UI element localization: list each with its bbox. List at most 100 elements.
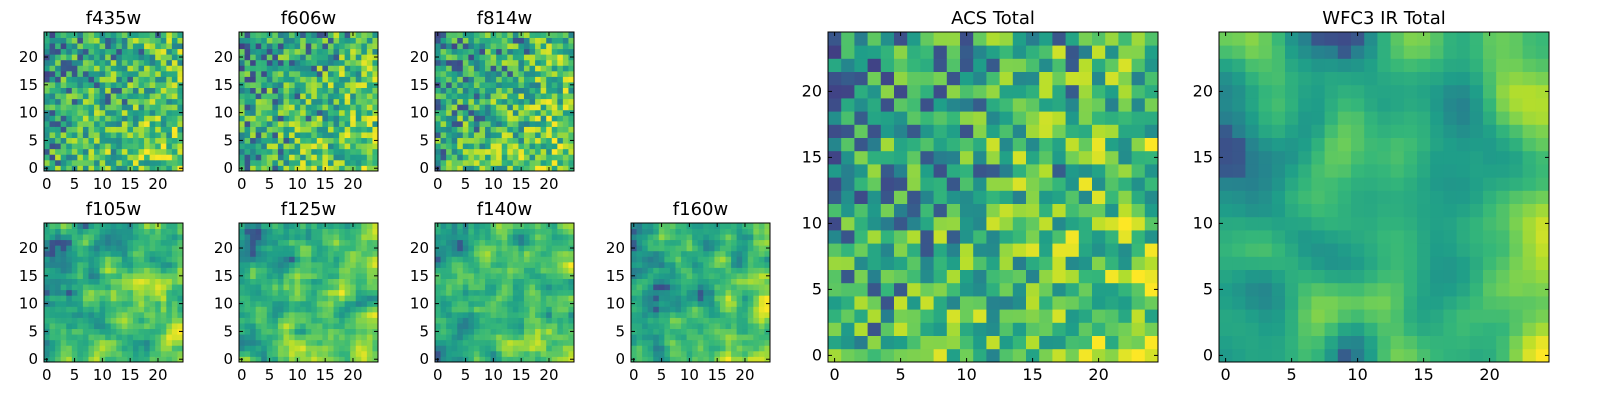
heatmap-cell: [697, 278, 704, 285]
heatmap-cell: [311, 32, 318, 38]
heatmap-cell: [747, 300, 754, 307]
heatmap-cell: [116, 328, 123, 335]
heatmap-cell: [714, 278, 721, 285]
heatmap-cell: [60, 132, 67, 139]
heatmap-cell: [71, 159, 78, 166]
heatmap-cell: [747, 273, 754, 279]
heatmap-cell: [653, 323, 660, 330]
heatmap-cell: [261, 261, 268, 268]
heatmap-cell: [462, 234, 469, 241]
heatmap-cell: [736, 295, 743, 302]
y-tick-label: 0: [419, 350, 429, 368]
heatmap-cell: [266, 137, 273, 144]
heatmap-cell: [535, 143, 542, 150]
heatmap-cell: [250, 356, 257, 363]
heatmap-cell: [457, 37, 464, 44]
heatmap-cell: [166, 323, 173, 330]
heatmap-cell: [653, 245, 660, 252]
heatmap-cell: [177, 334, 184, 341]
heatmap-cell: [440, 148, 447, 155]
heatmap-cell: [110, 154, 117, 161]
heatmap-cell: [1026, 177, 1040, 191]
heatmap-cell: [507, 228, 514, 235]
heatmap-cell: [933, 322, 948, 336]
heatmap-cell: [708, 273, 715, 279]
heatmap-cell: [507, 37, 514, 44]
heatmap-cell: [149, 273, 156, 279]
heatmap-cell: [703, 328, 710, 335]
heatmap-cell: [344, 250, 351, 257]
heatmap-cell: [880, 256, 895, 270]
heatmap-cell: [138, 32, 145, 38]
heatmap-cell: [708, 284, 715, 291]
heatmap-cell: [462, 76, 469, 83]
heatmap-cell: [496, 345, 503, 352]
heatmap-cell: [973, 269, 987, 284]
heatmap-cell: [149, 345, 156, 352]
heatmap-cell: [88, 104, 95, 111]
heatmap-cell: [512, 273, 519, 279]
heatmap-cell: [451, 356, 458, 363]
heatmap-cell: [457, 137, 464, 144]
heatmap-cell: [973, 230, 987, 244]
heatmap-cell: [512, 109, 519, 116]
heatmap-cell: [294, 273, 301, 279]
heatmap-cell: [1118, 177, 1132, 191]
heatmap-cell: [333, 32, 340, 38]
heatmap-cell: [719, 228, 726, 235]
heatmap-cell: [1039, 282, 1053, 297]
heatmap-cell: [692, 284, 699, 291]
heatmap-cell: [294, 234, 301, 241]
heatmap-cell: [999, 243, 1014, 257]
heatmap-cell: [642, 350, 649, 357]
heatmap-cell: [94, 115, 100, 122]
heatmap-cell: [468, 54, 475, 61]
heatmap-cell: [110, 234, 117, 241]
heatmap-cell: [546, 93, 553, 100]
heatmap-cell: [653, 284, 660, 291]
heatmap-cell: [562, 239, 569, 246]
heatmap-cell: [294, 345, 301, 352]
heatmap-cell: [753, 278, 760, 285]
heatmap-cell: [55, 323, 62, 330]
heatmap-cell: [155, 345, 162, 352]
heatmap-cell: [361, 104, 368, 111]
heatmap-cell: [116, 148, 123, 155]
heatmap-cell: [300, 328, 307, 335]
heatmap-cell: [94, 339, 100, 346]
heatmap-cell: [546, 317, 553, 324]
heatmap-cell: [316, 159, 323, 166]
heatmap-cell: [311, 317, 318, 324]
heatmap-cell: [177, 261, 184, 268]
heatmap-cell: [1131, 348, 1146, 363]
heatmap-cell: [841, 282, 855, 297]
heatmap-cell: [333, 245, 340, 252]
heatmap-cell: [435, 126, 441, 133]
heatmap-cell: [540, 256, 547, 263]
heatmap-cell: [177, 70, 184, 77]
heatmap-cell: [523, 356, 530, 363]
heatmap-cell: [551, 115, 558, 122]
heatmap-cell: [149, 328, 156, 335]
heatmap-cell: [557, 273, 564, 279]
heatmap-cell: [731, 295, 738, 302]
heatmap-cell: [121, 284, 128, 291]
heatmap-cell: [261, 37, 268, 44]
heatmap-cell: [512, 37, 519, 44]
heatmap-cell: [920, 243, 934, 257]
heatmap-cell: [155, 137, 162, 144]
heatmap-cell: [366, 317, 373, 324]
heatmap-cell: [540, 345, 547, 352]
heatmap-cell: [350, 289, 357, 296]
heatmap-cell: [105, 278, 112, 285]
heatmap-cell: [758, 306, 765, 313]
heatmap-cell: [562, 115, 569, 122]
heatmap-cell: [540, 54, 547, 61]
heatmap-cell: [55, 154, 62, 161]
heatmap-cell: [66, 345, 73, 352]
heatmap-cell: [535, 65, 542, 72]
heatmap-cell: [177, 143, 184, 150]
heatmap-cell: [551, 239, 558, 246]
heatmap-cell: [355, 306, 362, 313]
heatmap-cell: [681, 261, 687, 268]
